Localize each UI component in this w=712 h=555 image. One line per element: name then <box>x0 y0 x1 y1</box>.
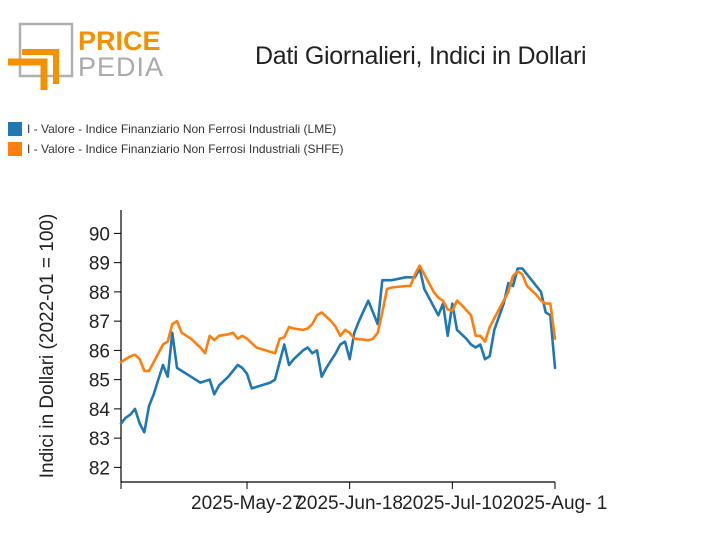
series-line-shfe <box>119 264 557 373</box>
pricepedia-logo: PRICE PEDIA <box>8 22 168 94</box>
x-tick-label: 2025-Jul-10 <box>402 493 502 514</box>
legend-item-shfe[interactable]: I - Valore - Indice Finanziario Non Ferr… <box>8 139 344 159</box>
y-tick-label: 82 <box>89 458 110 479</box>
y-tick-label: 84 <box>89 400 111 421</box>
series-line-lme <box>119 267 557 434</box>
legend-swatch-lme <box>8 122 22 136</box>
x-tick-label: 2025-May-27 <box>191 493 303 514</box>
y-tick-label: 85 <box>89 371 110 392</box>
logo-mark-icon: PRICE PEDIA <box>8 22 164 90</box>
y-tick-label: 88 <box>89 283 110 304</box>
logo-price-text: PRICE <box>78 26 161 56</box>
chart-legend: I - Valore - Indice Finanziario Non Ferr… <box>8 119 344 159</box>
y-tick-label: 86 <box>89 341 110 362</box>
legend-swatch-shfe <box>8 142 22 156</box>
x-tick-label: 2025-Aug- 1 <box>503 493 608 514</box>
y-tick-label: 83 <box>89 429 110 450</box>
y-tick-label: 89 <box>89 254 110 275</box>
legend-item-lme[interactable]: I - Valore - Indice Finanziario Non Ferr… <box>8 119 344 139</box>
legend-label-lme: I - Valore - Indice Finanziario Non Ferr… <box>27 122 337 136</box>
y-tick-label: 90 <box>89 224 110 245</box>
y-axis-label: Indici in Dollari (2022-01 = 100) <box>37 214 58 479</box>
y-tick-label: 87 <box>89 312 110 333</box>
logo-bracket-inner-icon <box>22 49 59 84</box>
logo-bracket-outer-icon <box>8 58 48 90</box>
chart-title: Dati Giornalieri, Indici in Dollari <box>255 42 587 70</box>
x-tick-label: 2025-Jun-18 <box>296 493 403 514</box>
legend-label-shfe: I - Valore - Indice Finanziario Non Ferr… <box>27 142 344 156</box>
logo-pedia-text: PEDIA <box>78 52 164 82</box>
